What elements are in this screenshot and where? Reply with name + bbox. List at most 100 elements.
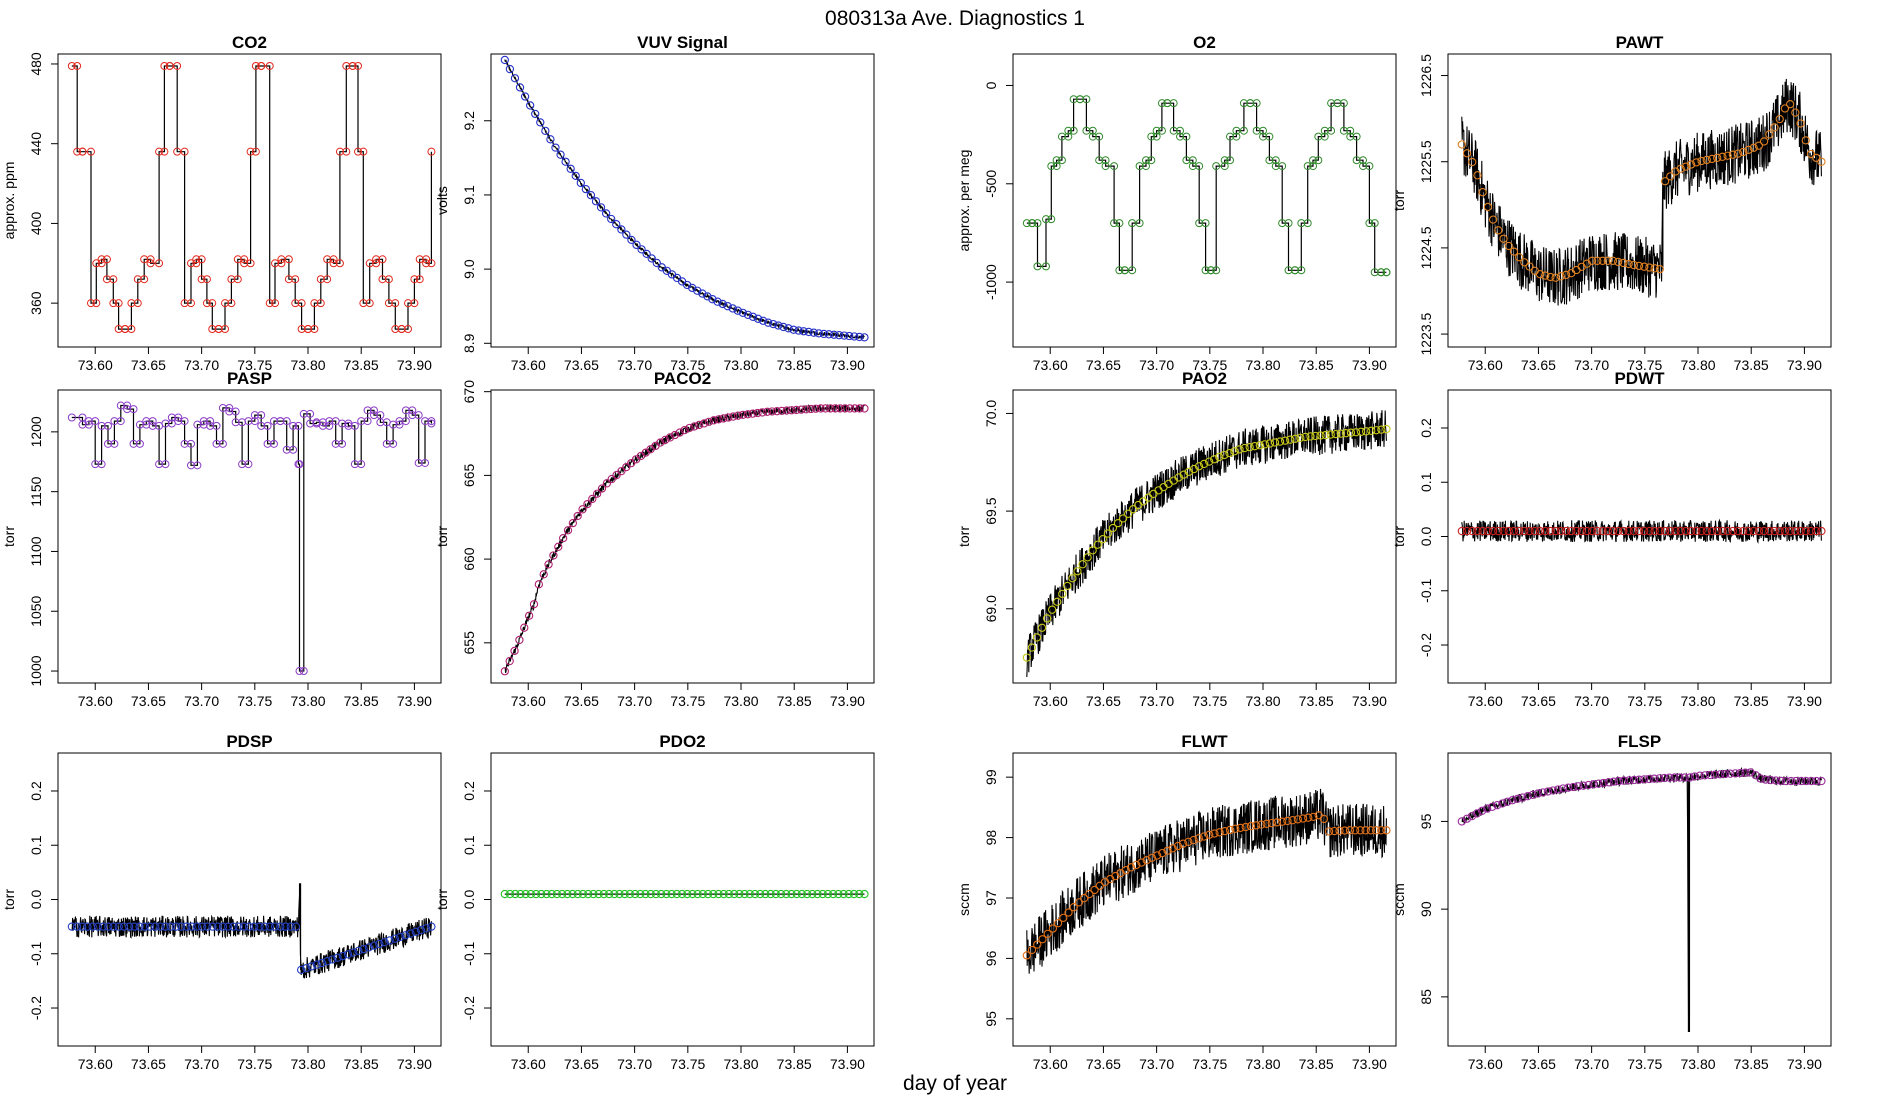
data-point: [202, 275, 211, 284]
data-point: [397, 325, 406, 334]
data-point: [231, 418, 240, 427]
data-point: [1564, 783, 1573, 792]
data-point: [821, 404, 830, 413]
data-point: [1033, 219, 1042, 228]
data-point: [1713, 153, 1722, 162]
data-point: [1726, 769, 1735, 778]
data-point: [767, 407, 777, 416]
y-tick-label: -0.2: [28, 996, 44, 1020]
data-point: [1508, 796, 1517, 805]
data-point: [1239, 126, 1248, 135]
data-point: [244, 922, 254, 931]
data-point: [797, 405, 806, 414]
data-point: [607, 474, 616, 484]
data-point: [772, 407, 782, 416]
data-point: [224, 922, 233, 931]
data-point: [1675, 773, 1684, 782]
data-point: [1509, 526, 1519, 536]
data-point: [1245, 442, 1254, 452]
data-point: [1702, 155, 1711, 165]
data-point: [265, 61, 274, 70]
data-point: [97, 460, 106, 469]
data-point: [401, 417, 410, 426]
data-point: [1082, 126, 1091, 135]
data-point: [1255, 441, 1264, 450]
data-point: [1733, 526, 1743, 536]
data-point: [1478, 526, 1487, 536]
data-point: [526, 889, 536, 899]
data-point: [1468, 157, 1477, 167]
y-axis-label: torr: [1391, 190, 1407, 211]
data-point: [1083, 553, 1092, 562]
data-point: [1650, 264, 1659, 273]
data-point: [146, 259, 155, 268]
x-tick-label: 73.75: [670, 1056, 705, 1072]
data-point: [769, 319, 778, 329]
data-point: [372, 255, 381, 264]
data-point: [1147, 853, 1157, 862]
data-point: [1535, 270, 1545, 279]
y-tick-label: 9.0: [461, 259, 477, 279]
data-point: [709, 416, 718, 425]
data-point: [823, 889, 833, 899]
data-point: [1541, 526, 1550, 536]
data-point: [67, 413, 76, 422]
data-point: [1362, 427, 1371, 436]
data-point: [1280, 436, 1290, 445]
data-point: [338, 951, 347, 961]
data-point: [1220, 156, 1229, 165]
data-point: [427, 147, 436, 156]
x-tick-label: 73.75: [237, 693, 272, 709]
series-line: [71, 65, 432, 330]
data-point: [729, 889, 739, 899]
data-point: [1246, 822, 1256, 831]
data-point: [282, 445, 291, 454]
data-point: [826, 404, 835, 413]
chart-panel-o2: O2 approx. per meg 73.60 73.65 73.70 73.75 73.…: [956, 33, 1397, 373]
data-point: [1503, 797, 1512, 806]
data-point: [129, 439, 138, 448]
y-tick-label: 9.1: [461, 185, 477, 205]
data-point: [1551, 526, 1560, 536]
y-tick-label: 480: [28, 52, 44, 76]
data-point: [1370, 219, 1379, 228]
data-point: [255, 922, 264, 931]
data-point: [427, 417, 436, 426]
data-point: [1548, 786, 1558, 795]
data-point: [1220, 162, 1229, 171]
data-point: [1702, 526, 1711, 536]
data-point: [1645, 526, 1654, 536]
data-point: [1499, 526, 1508, 536]
data-point: [86, 147, 95, 156]
data-point: [1759, 137, 1769, 146]
data-point: [554, 542, 563, 551]
data-point: [1022, 219, 1031, 228]
x-tick-label: 73.70: [617, 1056, 652, 1072]
data-point: [615, 889, 624, 899]
data-point: [1251, 821, 1261, 830]
data-point: [84, 420, 93, 429]
data-point: [1168, 844, 1177, 853]
data-point: [1634, 261, 1644, 271]
data-point: [384, 275, 393, 284]
data-point: [1817, 776, 1826, 786]
data-point: [1041, 262, 1050, 271]
data-point: [714, 415, 723, 424]
data-point: [1754, 141, 1764, 150]
data-point: [350, 460, 359, 469]
data-point: [670, 430, 680, 440]
data-point: [335, 147, 344, 156]
data-point: [834, 889, 843, 899]
chart-title: PAWT: [1616, 33, 1664, 52]
data-point: [1707, 526, 1717, 536]
x-tick-label: 73.75: [670, 693, 705, 709]
data-point: [834, 331, 844, 340]
x-tick-label: 73.65: [1521, 357, 1556, 373]
data-point: [1619, 526, 1628, 536]
data-point: [1478, 188, 1487, 197]
data-point: [1064, 126, 1073, 135]
data-point: [206, 417, 215, 426]
data-point: [289, 445, 298, 454]
data-point: [1085, 889, 1094, 899]
data-point: [342, 147, 351, 156]
